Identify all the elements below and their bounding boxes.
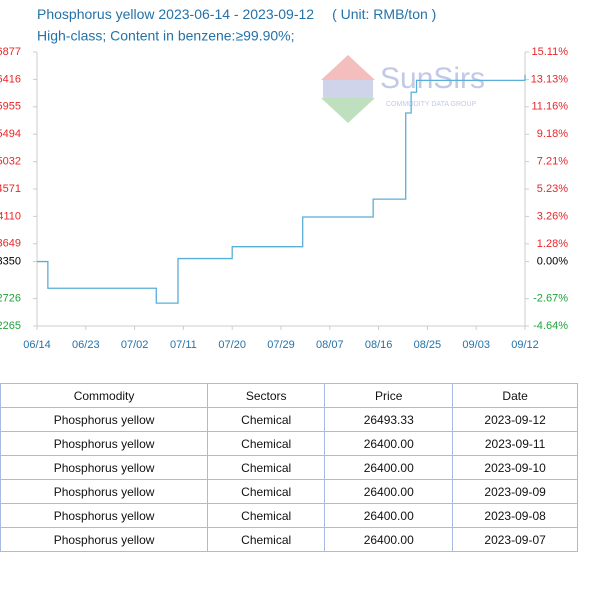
watermark-logo: [321, 55, 375, 123]
x-tick-label: 07/29: [267, 339, 295, 351]
table-cell: 26400.00: [324, 455, 454, 480]
title-text: Phosphorus yellow 2023-06-14 - 2023-09-1…: [37, 6, 314, 22]
table-cell: 2023-09-08: [452, 503, 578, 528]
y2-tick-label: -2.67%: [533, 293, 568, 305]
header-cell: Date: [452, 383, 578, 408]
table-cell: Chemical: [207, 503, 326, 528]
table-row: Phosphorus yellow Chemical 26400.00 2023-09…: [0, 527, 578, 552]
x-tick-label: 08/16: [365, 339, 393, 351]
table-cell: Chemical: [207, 455, 326, 480]
y2-tick-label: 11.16%: [532, 101, 569, 113]
y2-tick-label: 9.18%: [537, 128, 568, 140]
header-row: Commodity Sectors Price Date: [0, 383, 578, 408]
chart: SunSirs COMMODITY DATA GROUP Phosphorus …: [0, 6, 569, 351]
x-tick-label: 06/23: [72, 339, 100, 351]
x-tick-label: 08/25: [414, 339, 442, 351]
y2-tick-label: -4.64%: [533, 320, 568, 332]
table-cell: Phosphorus yellow: [0, 455, 209, 480]
table-cell: 2023-09-09: [452, 479, 578, 504]
table-cell: 26400.00: [324, 431, 454, 456]
y-tick-label: 25032: [0, 156, 21, 168]
table-row: Phosphorus yellow Chemical 26493.33 2023-09…: [0, 407, 578, 432]
table-cell: Chemical: [207, 479, 326, 504]
table-cell: 26400.00: [324, 527, 454, 552]
x-tick-label: 09/03: [462, 339, 490, 351]
table-cell: 26493.33: [324, 407, 454, 432]
y2-tick-label: 7.21%: [537, 156, 568, 168]
x-tick-label: 07/11: [170, 339, 197, 351]
table-cell: 2023-09-11: [452, 431, 578, 456]
table-cell: Chemical: [207, 407, 326, 432]
table-cell: Phosphorus yellow: [0, 407, 209, 432]
unit: ( Unit: RMB/ton ): [332, 6, 436, 22]
y-tick-label: 25955: [0, 101, 21, 113]
y-tick-label: 25494: [0, 128, 21, 140]
y2-tick-label: 1.28%: [537, 238, 568, 250]
chart-subtitle: High-class; Content in benzene:≥99.90%;: [37, 28, 295, 44]
y-tick-label: 26877: [0, 46, 21, 58]
table-row: Phosphorus yellow Chemical 26400.00 2023-09…: [0, 479, 578, 504]
table-row: Phosphorus yellow Chemical 26400.00 2023-09…: [0, 455, 578, 480]
price-table: Commodity Sectors Price Date Phosphorus yell…: [0, 383, 578, 552]
x-tick-label: 06/14: [23, 339, 51, 351]
x-tick-label: 07/20: [218, 339, 246, 351]
table-cell: 2023-09-10: [452, 455, 578, 480]
table-cell: 2023-09-12: [452, 407, 578, 432]
watermark: SunSirs: [380, 62, 485, 95]
table-cell: 26400.00: [324, 503, 454, 528]
y2-tick-label: 0.00%: [537, 256, 568, 268]
table-cell: Chemical: [207, 527, 326, 552]
table-cell: Phosphorus yellow: [0, 431, 209, 456]
table-cell: 26400.00: [324, 479, 454, 504]
y-tick-label: 22726: [0, 293, 21, 305]
header-cell: Commodity: [0, 383, 209, 408]
price-line: [37, 74, 526, 304]
y-tick-label: 23350: [0, 255, 21, 267]
y2-tick-label: 5.23%: [537, 183, 568, 195]
table-cell: Chemical: [207, 431, 326, 456]
chart-title: Phosphorus yellow 2023-06-14 - 2023-09-1…: [37, 6, 436, 22]
header-cell: Price: [324, 383, 454, 408]
y2-tick-label: 13.13%: [531, 73, 569, 85]
y-tick-label: 23649: [0, 238, 21, 250]
x-tick-label: 07/02: [121, 339, 149, 351]
y2-tick-label: 15.11%: [532, 46, 569, 58]
y-tick-label: 24110: [0, 210, 21, 222]
x-tick-label: 08/07: [316, 339, 344, 351]
table-cell: Phosphorus yellow: [0, 527, 209, 552]
y-tick-label: 22265: [0, 320, 21, 332]
watermark-sub: COMMODITY DATA GROUP: [386, 101, 477, 108]
table-cell: Phosphorus yellow: [0, 503, 209, 528]
header-cell: Sectors: [207, 383, 326, 408]
table-cell: Phosphorus yellow: [0, 479, 209, 504]
y-tick-label: 26416: [0, 73, 21, 85]
y2-tick-label: 3.26%: [537, 210, 568, 222]
table-row: Phosphorus yellow Chemical 26400.00 2023-09…: [0, 503, 578, 528]
y-tick-label: 24571: [0, 183, 21, 195]
table-cell: 2023-09-07: [452, 527, 578, 552]
table-row: Phosphorus yellow Chemical 26400.00 2023-09…: [0, 431, 578, 456]
x-tick-label: 09/12: [511, 339, 539, 351]
